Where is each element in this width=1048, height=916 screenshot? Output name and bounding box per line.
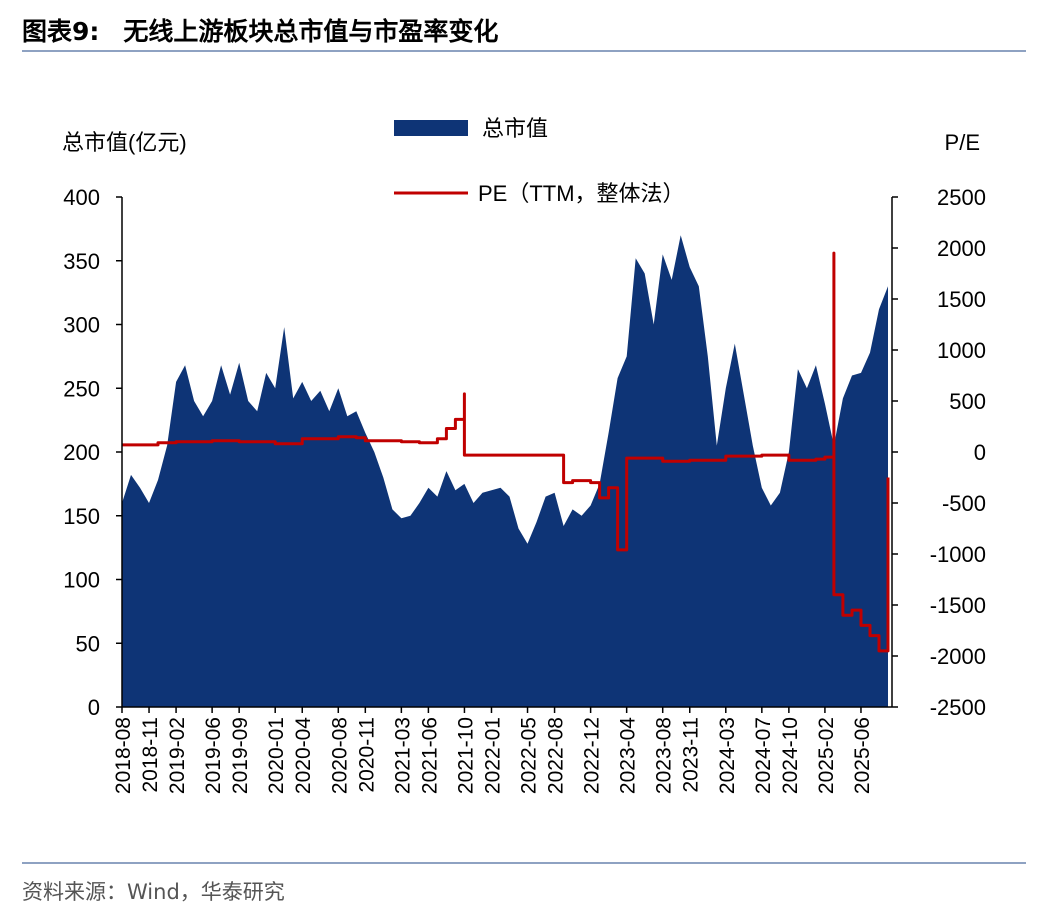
y-left-tick-label: 0 <box>88 695 100 720</box>
y-left-axis-title: 总市值(亿元) <box>62 130 187 155</box>
y-right-tick-label: 500 <box>949 389 986 414</box>
y-left-tick-label: 150 <box>63 504 100 529</box>
y-right-axis-title: P/E <box>945 130 980 155</box>
x-tick-label: 2021-03 <box>391 717 414 794</box>
y-right-tick-label: 1500 <box>937 287 986 312</box>
pe-line-layer <box>122 251 890 653</box>
figure-number: 图表9: <box>22 17 100 46</box>
legend-pe-label: PE（TTM，整体法） <box>478 181 685 206</box>
x-tick-label: 2024-03 <box>716 717 739 794</box>
x-tick-label: 2023-11 <box>680 717 703 793</box>
x-tick-label: 2020-04 <box>292 717 315 794</box>
y-left-tick-label: 250 <box>63 376 100 401</box>
x-tick-label: 2024-07 <box>752 717 775 794</box>
figure-title: 图表9: 无线上游板块总市值与市盈率变化 <box>22 12 498 48</box>
x-tick-label: 2023-04 <box>617 717 640 794</box>
x-tick-label: 2018-08 <box>112 717 135 794</box>
x-tick-label: 2025-02 <box>815 717 838 794</box>
market-cap-area-layer <box>122 235 888 708</box>
x-tick-label: 2020-01 <box>265 717 288 794</box>
x-tick-label: 2019-09 <box>229 717 252 794</box>
x-tick-label: 2023-08 <box>653 717 676 794</box>
y-left-tick-label: 50 <box>76 631 100 656</box>
y-left-tick-label: 400 <box>63 185 100 210</box>
y-right-tick-label: 2500 <box>937 185 986 210</box>
x-tick-label: 2021-10 <box>454 717 477 794</box>
legend-market-cap-label: 总市值 <box>482 116 548 141</box>
x-tick-label: 2025-06 <box>851 717 874 794</box>
y-right-tick-label: -1500 <box>930 593 986 618</box>
y-right-tick-label: 0 <box>974 440 986 465</box>
y-left-tick-label: 350 <box>63 249 100 274</box>
x-tick-label: 2022-08 <box>545 717 568 794</box>
y-left-tick-label: 200 <box>63 440 100 465</box>
axes-layer: 0 50 100 150 200 250 300 350 400 -2500 -2000 -1500 -… <box>63 185 986 794</box>
x-tick-label: 2022-05 <box>518 717 541 794</box>
y-right-tick-label: -500 <box>942 491 986 516</box>
source-note: 资料来源：Wind，华泰研究 <box>22 880 285 904</box>
x-tick-label: 2019-02 <box>166 717 189 794</box>
x-tick-label: 2018-11 <box>139 717 162 793</box>
x-tick-label: 2020-11 <box>355 717 378 793</box>
y-right-tick-label: -2500 <box>930 695 986 720</box>
y-right-tick-label: 1000 <box>937 338 986 363</box>
legend-market-cap-swatch <box>394 120 468 136</box>
y-right-tick-label: 2000 <box>937 236 986 261</box>
figure-title-text: 无线上游板块总市值与市盈率变化 <box>123 17 499 46</box>
x-tick-label: 2022-01 <box>481 717 504 794</box>
x-tick-label: 2024-10 <box>779 717 802 794</box>
header-rule <box>22 50 1026 52</box>
x-tick-label: 2020-08 <box>328 717 351 794</box>
y-right-tick-label: -1000 <box>930 542 986 567</box>
x-tick-label: 2019-06 <box>202 717 225 794</box>
y-right-tick-label: -2000 <box>930 644 986 669</box>
y-left-tick-label: 100 <box>63 568 100 593</box>
y-left-tick-label: 300 <box>63 313 100 338</box>
pe-line <box>122 251 890 653</box>
x-tick-label: 2021-06 <box>418 717 441 794</box>
market-cap-area <box>122 235 888 708</box>
x-tick-label: 2022-12 <box>581 717 604 794</box>
legend: 总市值 PE（TTM，整体法） <box>394 116 685 206</box>
footer-rule <box>22 862 1026 864</box>
